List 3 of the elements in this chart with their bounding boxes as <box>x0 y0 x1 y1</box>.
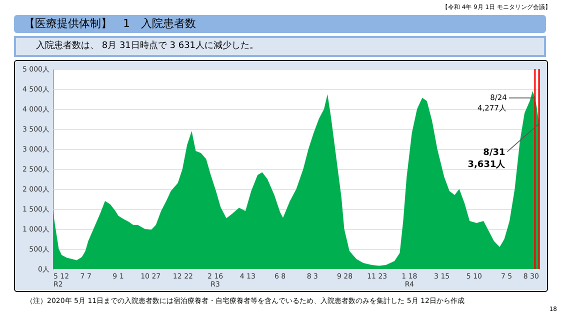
chart-subtitle: 入院患者数は、 8月 31日時点で 3 631人に減少した。 <box>14 36 546 57</box>
annotation: 8/31 3,631人 <box>468 148 506 170</box>
chart-title: 【医療提供体制】 1 入院患者数 <box>14 15 546 33</box>
